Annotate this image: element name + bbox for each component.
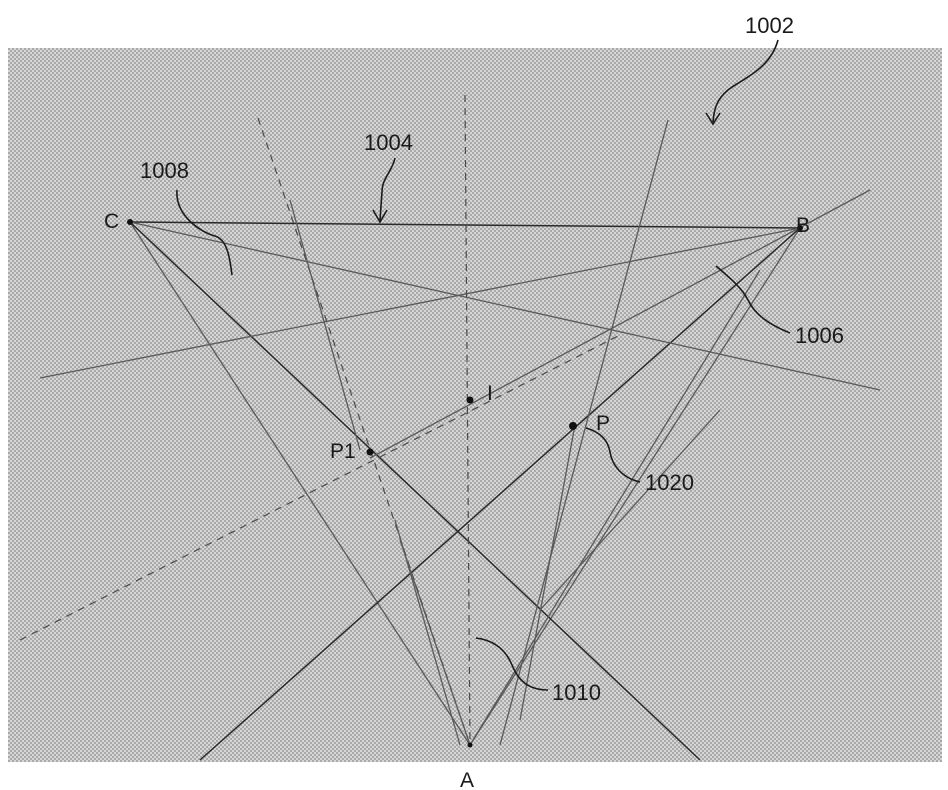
line-a-left-arc	[399, 539, 471, 746]
label-i: I	[487, 382, 493, 405]
line-side-cb	[129, 221, 801, 229]
ref-1006: 1006	[795, 323, 844, 348]
point-p1-marker	[366, 448, 374, 456]
line-steep-right	[499, 119, 669, 746]
line-side-ca	[129, 221, 471, 746]
ref-1008: 1008	[140, 158, 189, 183]
label-p: P	[596, 412, 610, 435]
line-c-to-right	[129, 221, 881, 391]
leader-1006	[715, 265, 791, 334]
line-upper-left-slant	[289, 199, 361, 451]
leader-1010	[475, 637, 549, 691]
arrow-1002-icon	[705, 112, 721, 126]
line-b-diagonal	[199, 227, 801, 761]
line-p-to-a	[519, 424, 576, 721]
label-a: A	[460, 769, 474, 790]
ref-1020: 1020	[645, 470, 694, 495]
leader-1004	[379, 157, 396, 221]
leader-lines	[176, 39, 791, 691]
point-a-marker	[467, 742, 473, 748]
leader-1002	[712, 39, 779, 123]
points	[127, 219, 803, 748]
leader-1020	[585, 427, 641, 483]
line-left-to-b	[39, 227, 801, 379]
arrow-1004-icon	[372, 209, 388, 224]
line-side-ba	[469, 227, 801, 746]
point-b-marker	[797, 225, 803, 231]
ref-1002: 1002	[745, 13, 794, 38]
leader-1008	[176, 189, 233, 276]
point-i-marker	[466, 396, 474, 404]
line-lower-left-ray	[19, 334, 621, 641]
line-vertical-bisector	[464, 94, 471, 746]
label-b: B	[796, 214, 810, 237]
ref-1010: 1010	[552, 680, 601, 705]
point-p-marker	[569, 422, 577, 430]
line-bottom-right	[539, 409, 721, 611]
label-p1: P1	[330, 440, 356, 463]
label-c: C	[104, 210, 119, 233]
line-c-diagonal	[129, 221, 701, 761]
line-upper-right-ray	[369, 189, 871, 459]
ref-1004: 1004	[364, 130, 413, 155]
image-area	[8, 48, 942, 762]
line-a-to-right	[469, 269, 761, 746]
point-c-marker	[127, 219, 133, 225]
construction-lines	[19, 94, 881, 761]
